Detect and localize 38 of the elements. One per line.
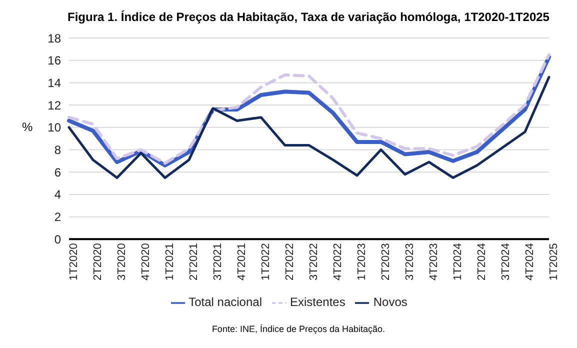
source-note: Fonte: INE, Índice de Preços da Habitação.: [210, 324, 386, 334]
x-tick-label: 1T2025: [548, 243, 560, 280]
x-tick-label: 3T2020: [116, 243, 128, 280]
y-tick-label: 8: [54, 143, 62, 158]
legend-label: Total nacional: [188, 295, 262, 310]
x-tick-label: 1T2021: [164, 243, 176, 280]
x-tick-label: 1T2020: [68, 243, 80, 280]
y-tick-label: 6: [54, 165, 62, 180]
x-tick-label: 3T2021: [212, 243, 224, 280]
y-tick-label: 4: [54, 188, 62, 202]
x-tick-label: 2T2023: [380, 243, 392, 280]
x-tick-label: 4T2024: [524, 243, 536, 280]
x-tick-label: 2T2022: [284, 243, 296, 280]
y-tick-label: 16: [48, 54, 62, 68]
x-tick-label: 2T2020: [92, 243, 104, 280]
x-tick-label: 3T2023: [404, 243, 416, 280]
chart-title: Figura 1. Índice de Preços da Habitação, Taxa de variação homóloga, 1T2020-1T2025: [66, 9, 550, 26]
x-tick-label: 4T2021: [236, 243, 248, 280]
x-tick-label: 3T2022: [308, 243, 320, 280]
x-tick-label: 4T2023: [428, 243, 440, 280]
legend-label: Existentes: [290, 295, 346, 310]
x-tick-label: 1T2024: [452, 243, 464, 280]
line-series: [68, 76, 550, 179]
x-tick-label: 1T2022: [260, 243, 272, 280]
y-tick-label: 10: [48, 120, 62, 135]
x-tick-label: 1T2023: [356, 243, 368, 280]
y-axis-title: %: [22, 120, 33, 134]
y-tick-label: 14: [48, 76, 62, 90]
legend-label: Novos: [373, 295, 408, 310]
y-tick-label: 0: [54, 232, 62, 246]
y-tick-label: 2: [54, 210, 62, 224]
x-tick-label: 4T2022: [332, 243, 344, 280]
y-tick-label: 18: [48, 31, 62, 46]
y-tick-label: 12: [48, 98, 62, 112]
x-tick-label: 2T2021: [188, 243, 200, 280]
x-tick-label: 2T2024: [476, 243, 488, 280]
x-tick-label: 3T2024: [500, 243, 512, 280]
x-tick-label: 4T2020: [140, 243, 152, 280]
